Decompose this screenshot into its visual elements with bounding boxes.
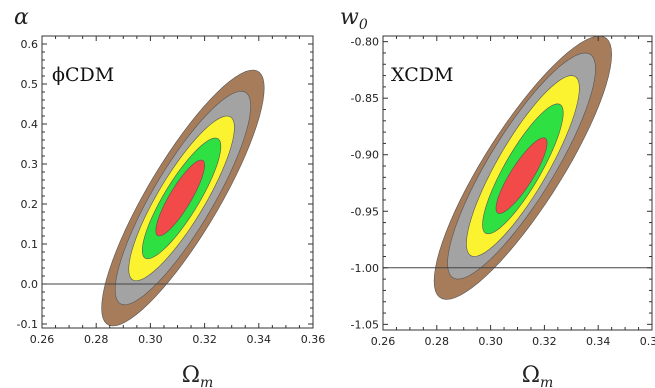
x-tick-label: 0.30 [138,333,163,346]
x-tick-label: 0.32 [532,335,557,348]
panel-xcdm: 0.26 0.28 0.30 0.32 0.34 0.36 -1.05 -1.00 -0.95… [340,5,655,388]
y-axis-label: α [14,5,29,30]
contour-group [101,69,265,327]
x-tick-label: 0.36 [301,333,326,346]
x-tick-label: 0.30 [478,335,503,348]
contour-group [433,36,612,300]
model-label: ϕCDM [52,64,114,86]
panel-phicdm: 0.26 0.28 0.30 0.32 0.34 0.36 -0.10.00.10.20.… [14,5,325,388]
contour-level-1 [155,159,205,237]
y-tick-label: 0.5 [21,78,39,91]
x-tick-label: 0.26 [30,333,55,346]
y-tick-label: 0.6 [21,38,39,51]
y-tick-label: 0.3 [21,158,39,171]
y-tick-label: -0.90 [351,149,379,162]
y-tick-label: -0.85 [351,92,379,105]
x-axis-ticks: 0.26 0.28 0.30 0.32 0.34 0.36 [371,36,655,348]
y-tick-label: -0.80 [351,36,379,49]
y-tick-label: -1.00 [351,262,379,275]
x-tick-label: 0.36 [640,335,655,348]
x-tick-label: 0.28 [425,335,450,348]
x-tick-label: 0.32 [192,333,217,346]
y-tick-label: 0.0 [21,278,39,291]
x-axis-label: Ωm [182,363,214,388]
y-tick-label: 0.4 [21,118,39,131]
x-tick-label: 0.28 [84,333,109,346]
x-tick-label: 0.34 [247,333,272,346]
y-tick-label: -0.1 [17,318,38,331]
x-tick-label: 0.34 [586,335,611,348]
y-tick-label: -1.05 [351,318,379,331]
y-tick-label: 0.2 [21,198,39,211]
y-tick-label: -0.95 [351,205,379,218]
model-label: XCDM [391,64,453,86]
y-axis-ticks: -0.1 0.0 0.1 0.2 0.3 0.4 0.5 0.6 [17,38,313,331]
y-tick-label: 0.1 [21,238,39,251]
x-tick-label: 0.26 [371,335,396,348]
y-axis-label: w0 [340,5,368,33]
y-axis-ticks: -1.05 -1.00 -0.95 -0.90 -0.85 -0.80 [351,36,652,331]
contour-level-1 [495,137,548,214]
x-axis-ticks: 0.26 0.28 0.30 0.32 0.34 0.36 [30,36,326,346]
x-axis-label: Ωm [522,363,554,388]
